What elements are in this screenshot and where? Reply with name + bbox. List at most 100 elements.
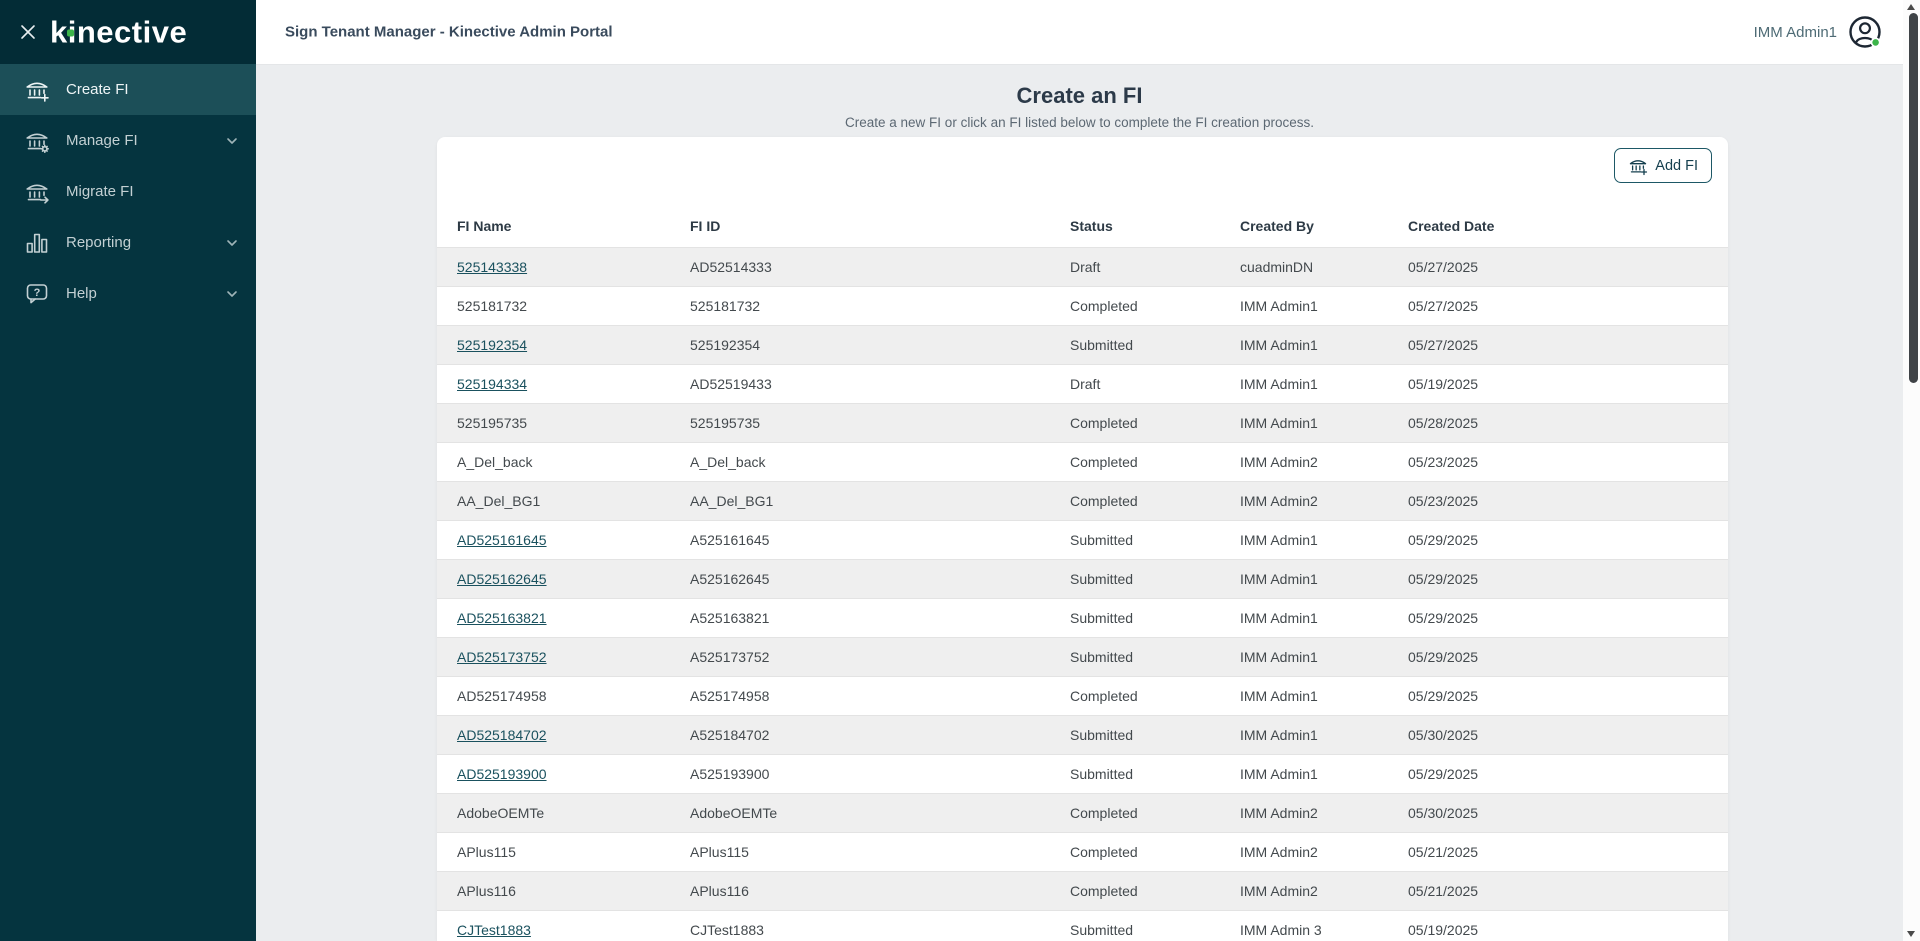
fi-list-card: Add FI FI Name FI ID Status Created By Creat… [437, 137, 1728, 941]
status-cell: Submitted [1070, 337, 1134, 353]
created-date-cell: 05/29/2025 [1408, 649, 1479, 665]
fi-id-cell: AD52519433 [690, 376, 772, 392]
fi-name-cell: APlus115 [437, 833, 690, 872]
status-cell: Submitted [1070, 610, 1134, 626]
created-by-cell: IMM Admin1 [1240, 298, 1318, 314]
status-cell: Completed [1070, 415, 1138, 431]
scroll-down-arrow-icon[interactable] [1907, 931, 1915, 937]
fi-name-link[interactable]: AD525184702 [457, 727, 547, 743]
logo-green-dot-icon [67, 29, 74, 37]
table-row: CJTest1883 CJTest1883 Submitted IMM Admin 3… [437, 910, 1728, 941]
status-cell: Completed [1070, 298, 1138, 314]
user-menu[interactable]: IMM Admin1 [1754, 0, 1883, 64]
created-by-cell: IMM Admin1 [1240, 415, 1318, 431]
scrollbar-thumb[interactable] [1909, 13, 1918, 383]
column-header-status: Status [1070, 218, 1113, 234]
created-date-cell: 05/23/2025 [1408, 493, 1479, 509]
sidebar-item-manage-fi[interactable]: Manage FI [0, 115, 256, 166]
created-date-cell: 05/29/2025 [1408, 532, 1479, 548]
created-date-cell: 05/30/2025 [1408, 805, 1479, 821]
created-date-cell: 05/29/2025 [1408, 766, 1479, 782]
table-row: AD525162645 A525162645 Submitted IMM Admin1… [437, 559, 1728, 599]
table-row: AA_Del_BG1 AA_Del_BG1 Completed IMM Admin2 0… [437, 481, 1728, 521]
fi-id-cell: A525193900 [690, 766, 770, 782]
help-bubble-icon: ? [23, 280, 51, 308]
kinective-logo: kinective [50, 17, 187, 48]
status-cell: Submitted [1070, 649, 1134, 665]
created-by-cell: IMM Admin1 [1240, 337, 1318, 353]
bank-plus-icon [23, 76, 51, 104]
created-date-cell: 05/19/2025 [1408, 376, 1479, 392]
fi-name-link[interactable]: AD525173752 [457, 649, 547, 665]
fi-name-link[interactable]: CJTest1883 [457, 922, 531, 938]
created-date-cell: 05/21/2025 [1408, 883, 1479, 899]
chevron-down-icon[interactable] [224, 133, 240, 149]
fi-name-link[interactable]: AD525161645 [457, 532, 547, 548]
fi-id-cell: A525184702 [690, 727, 770, 743]
status-cell: Completed [1070, 883, 1138, 899]
fi-table: FI Name FI ID Status Created By Created Date… [437, 205, 1728, 941]
bank-gear-icon [23, 127, 51, 155]
add-fi-button[interactable]: Add FI [1614, 148, 1712, 183]
scroll-up-arrow-icon[interactable] [1907, 4, 1915, 10]
created-by-cell: IMM Admin2 [1240, 844, 1318, 860]
sidebar-item-help[interactable]: ? Help [0, 268, 256, 319]
column-header-created-by: Created By [1240, 218, 1314, 234]
fi-name-cell: AdobeOEMTe [437, 794, 690, 833]
fi-id-cell: APlus116 [690, 883, 749, 899]
fi-id-cell: A525173752 [690, 649, 770, 665]
fi-name-text: AD525174958 [457, 688, 547, 704]
created-by-cell: IMM Admin1 [1240, 688, 1318, 704]
created-by-cell: IMM Admin2 [1240, 805, 1318, 821]
status-cell: Draft [1070, 259, 1101, 275]
status-cell: Completed [1070, 805, 1138, 821]
sidebar-item-migrate-fi[interactable]: Migrate FI [0, 166, 256, 217]
created-date-cell: 05/29/2025 [1408, 610, 1479, 626]
fi-name-link[interactable]: AD525193900 [457, 766, 547, 782]
sidebar-item-create-fi[interactable]: Create FI [0, 64, 256, 115]
vertical-scrollbar[interactable] [1903, 0, 1920, 941]
fi-name-link[interactable]: 525143338 [457, 259, 528, 275]
fi-name-link[interactable]: AD525162645 [457, 571, 547, 587]
fi-name-cell: AD525163821 [437, 599, 690, 638]
fi-name-cell: 525195735 [437, 404, 690, 443]
chevron-down-icon[interactable] [224, 286, 240, 302]
bank-plus-icon [1628, 156, 1648, 176]
created-by-cell: IMM Admin2 [1240, 493, 1318, 509]
page-title: Create an FI [1016, 83, 1143, 108]
sidebar-nav: Create FI Manage FI Migrate FI Reporting? He… [0, 64, 256, 319]
fi-id-cell: CJTest1883 [690, 922, 764, 938]
user-avatar-icon[interactable] [1847, 14, 1883, 50]
table-header-row: FI Name FI ID Status Created By Created Date [437, 205, 1728, 248]
online-status-dot [1870, 37, 1881, 48]
sidebar-item-reporting[interactable]: Reporting [0, 217, 256, 268]
created-by-cell: IMM Admin1 [1240, 727, 1318, 743]
fi-name-cell: AD525184702 [437, 716, 690, 755]
sidebar-item-label: Create FI [66, 81, 129, 98]
status-cell: Completed [1070, 454, 1138, 470]
created-by-cell: IMM Admin 3 [1240, 922, 1322, 938]
fi-name-link[interactable]: AD525163821 [457, 610, 547, 626]
topbar-title: Sign Tenant Manager - Kinective Admin Po… [285, 23, 613, 41]
fi-id-cell: 525192354 [690, 337, 761, 353]
bank-arrow-icon [23, 178, 51, 206]
page-subtitle: Create a new FI or click an FI listed be… [845, 115, 1314, 130]
sidebar-item-label: Migrate FI [66, 183, 134, 200]
fi-name-link[interactable]: 525194334 [457, 376, 528, 392]
created-date-cell: 05/27/2025 [1408, 259, 1479, 275]
close-sidebar-icon[interactable] [18, 22, 38, 42]
fi-name-cell: 525194334 [437, 365, 690, 404]
main-content: Create an FI Create a new FI or click an… [256, 64, 1903, 941]
fi-name-cell: 525143338 [437, 248, 690, 287]
fi-id-cell: AdobeOEMTe [690, 805, 778, 821]
fi-name-link[interactable]: 525192354 [457, 337, 528, 353]
chevron-down-icon[interactable] [224, 235, 240, 251]
fi-name-text: AA_Del_BG1 [457, 493, 541, 509]
fi-name-text: APlus116 [457, 883, 516, 899]
created-date-cell: 05/30/2025 [1408, 727, 1479, 743]
table-row: AD525173752 A525173752 Submitted IMM Admin1… [437, 637, 1728, 677]
fi-name-cell: APlus116 [437, 872, 690, 911]
fi-name-cell: AD525174958 [437, 677, 690, 716]
status-cell: Draft [1070, 376, 1101, 392]
